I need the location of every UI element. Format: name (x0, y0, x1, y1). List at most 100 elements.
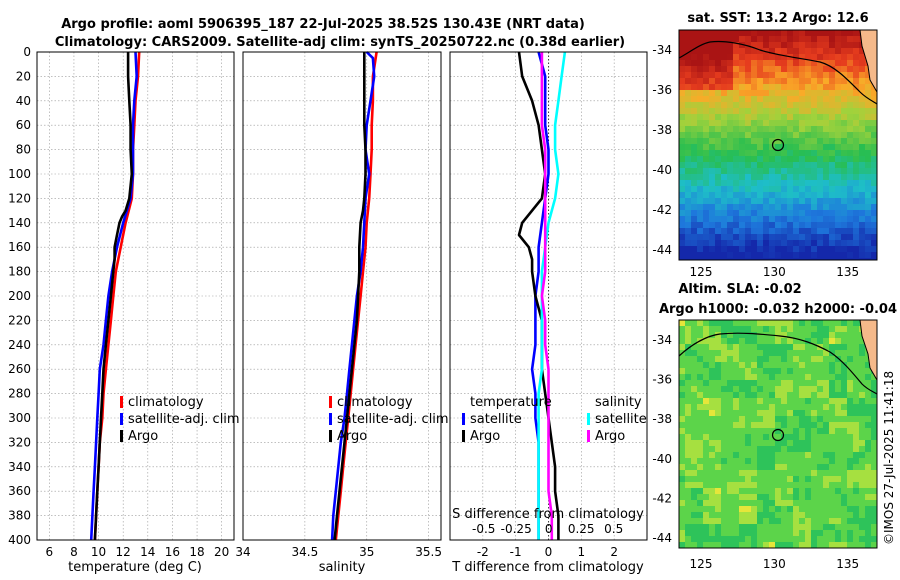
sst-cell (733, 96, 739, 102)
sst-cell (871, 138, 877, 144)
sla-cell (691, 512, 697, 518)
sst-cell (727, 204, 733, 210)
sla-cell (739, 506, 745, 512)
sst-cell (805, 174, 811, 180)
sla-cell (721, 344, 727, 350)
sst-cell (685, 132, 691, 138)
sst-cell (709, 78, 715, 84)
sst-cell (829, 66, 835, 72)
sst-cell (715, 42, 721, 48)
sst-cell (721, 66, 727, 72)
sst-cell (769, 144, 775, 150)
sla-cell (751, 476, 757, 482)
sst-cell (769, 168, 775, 174)
sst-cell (793, 162, 799, 168)
sst-cell (835, 210, 841, 216)
sst-cell (709, 102, 715, 108)
sst-cell (715, 144, 721, 150)
sla-cell (775, 452, 781, 458)
sla-cell (739, 326, 745, 332)
sst-cell (769, 252, 775, 258)
sst-cell (715, 150, 721, 156)
sst-cell (847, 138, 853, 144)
lat-tick-label: -34 (652, 333, 672, 347)
sla-cell (703, 398, 709, 404)
sst-cell (781, 216, 787, 222)
sla-cell (823, 488, 829, 494)
sla-cell (853, 542, 859, 548)
sla-cell (745, 464, 751, 470)
sst-cell (841, 186, 847, 192)
sla-cell (871, 392, 877, 398)
sst-cell (775, 222, 781, 228)
depth-y-ticks: 0204060801001201401601802002202402602803… (8, 45, 31, 547)
sla-cell (679, 476, 685, 482)
sla-cell (709, 374, 715, 380)
sla-cell (865, 410, 871, 416)
sst-cell (847, 114, 853, 120)
sst-cell (685, 84, 691, 90)
sst-cell (853, 66, 859, 72)
sla-cell (757, 530, 763, 536)
sla-cell (733, 368, 739, 374)
sst-cell (823, 258, 829, 260)
sla-cell (769, 320, 775, 326)
sst-cell (703, 42, 709, 48)
sla-cell (733, 362, 739, 368)
sst-cell (751, 228, 757, 234)
sla-cell (775, 374, 781, 380)
sla-cell (679, 416, 685, 422)
sla-cell (847, 512, 853, 518)
lat-tick-label: -42 (652, 203, 672, 217)
sla-cell (805, 458, 811, 464)
sst-cell (793, 54, 799, 60)
sst-cell (859, 216, 865, 222)
sla-cell (697, 482, 703, 488)
legend-swatch-argo (120, 430, 123, 442)
sst-cell (763, 228, 769, 234)
sst-cell (817, 66, 823, 72)
sla-cell (841, 392, 847, 398)
sst-cell (829, 162, 835, 168)
sla-cell (847, 506, 853, 512)
sst-cell (697, 30, 703, 36)
sla-cell (793, 536, 799, 542)
legend-title-temperature: temperature (470, 395, 552, 410)
sla-cell (781, 320, 787, 326)
sla-cell (859, 446, 865, 452)
sla-cell (751, 410, 757, 416)
sla-cell (763, 428, 769, 434)
sst-cell (727, 66, 733, 72)
sla-cell (769, 500, 775, 506)
sla-cell (793, 416, 799, 422)
sla-cell (781, 458, 787, 464)
sla-cell (769, 374, 775, 380)
sst-cell (721, 192, 727, 198)
sst-cell (757, 168, 763, 174)
sla-cell (679, 368, 685, 374)
sst-cell (685, 102, 691, 108)
sla-cell (775, 488, 781, 494)
sla-cell (829, 392, 835, 398)
sla-cell (769, 356, 775, 362)
sla-cell (721, 404, 727, 410)
sla-cell (817, 488, 823, 494)
sla-cell (793, 518, 799, 524)
sst-cell (847, 90, 853, 96)
sst-cell (871, 240, 877, 246)
sla-cell (805, 398, 811, 404)
sst-cell (763, 162, 769, 168)
sla-cell (733, 470, 739, 476)
sst-cell (793, 180, 799, 186)
sla-cell (859, 494, 865, 500)
sst-cell (793, 168, 799, 174)
sst-cell (841, 60, 847, 66)
sla-cell (841, 404, 847, 410)
sla-cell (685, 530, 691, 536)
sst-cell (865, 186, 871, 192)
sla-cell (823, 482, 829, 488)
sst-cell (763, 252, 769, 258)
sst-cell (775, 168, 781, 174)
sla-cell (781, 518, 787, 524)
sla-cell (721, 398, 727, 404)
